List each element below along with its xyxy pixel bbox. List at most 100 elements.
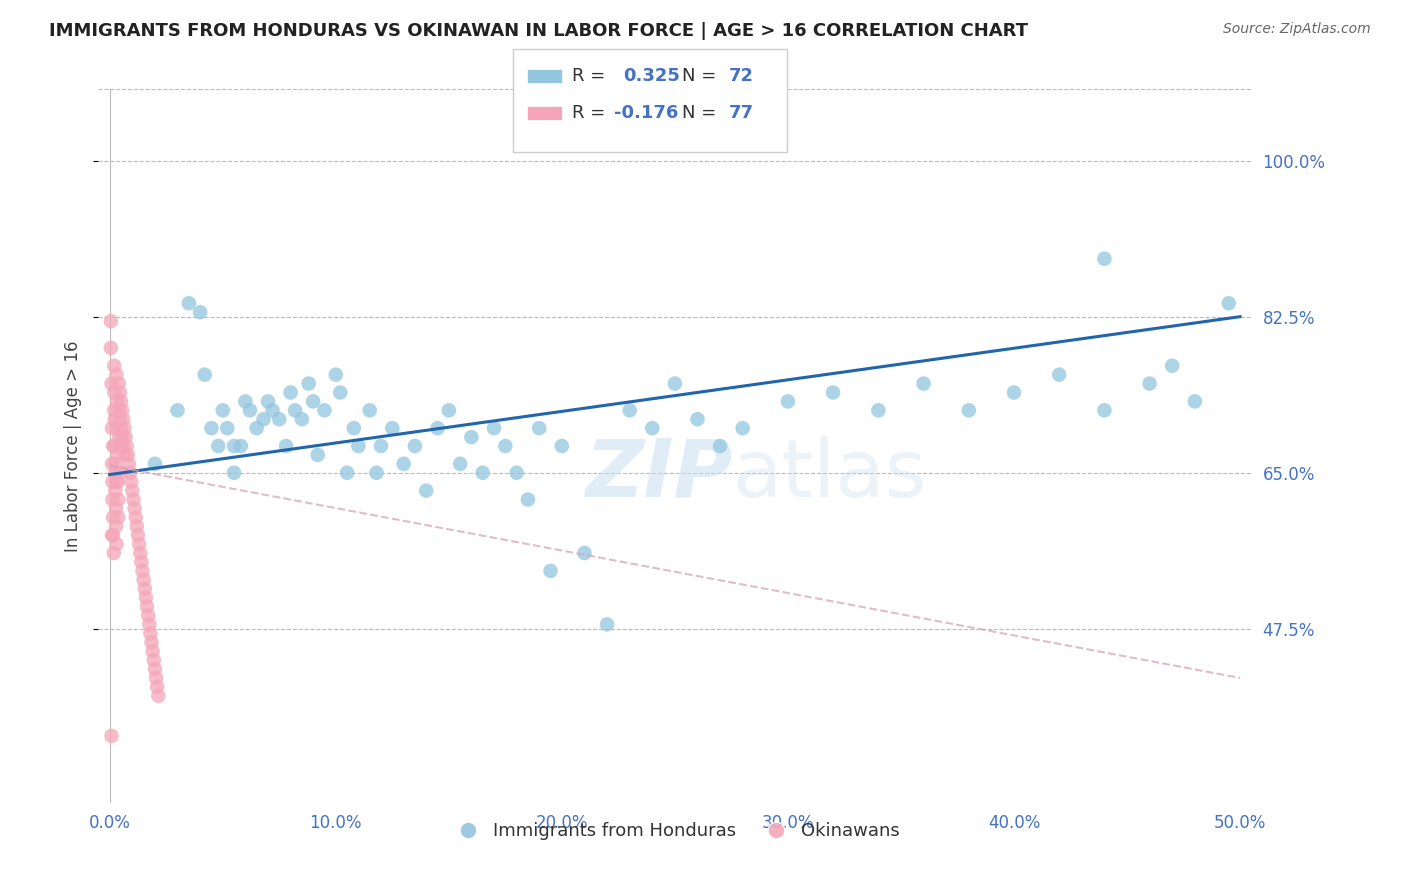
- Point: [1184, 394, 1206, 409]
- Text: 72: 72: [728, 67, 754, 85]
- Point: [868, 403, 890, 417]
- Point: [912, 376, 935, 391]
- Point: [302, 394, 325, 409]
- Point: [298, 376, 321, 391]
- Point: [136, 599, 159, 614]
- Point: [482, 421, 505, 435]
- Point: [1002, 385, 1025, 400]
- Point: [664, 376, 686, 391]
- Point: [516, 492, 538, 507]
- Point: [108, 385, 131, 400]
- Point: [128, 537, 150, 551]
- Point: [596, 617, 619, 632]
- Point: [229, 439, 252, 453]
- Point: [347, 439, 370, 453]
- Point: [121, 483, 143, 498]
- Point: [574, 546, 596, 560]
- Point: [142, 644, 165, 658]
- Point: [957, 403, 980, 417]
- Point: [101, 457, 124, 471]
- Text: R =: R =: [572, 67, 612, 85]
- Point: [148, 689, 170, 703]
- Point: [1092, 403, 1115, 417]
- Point: [280, 385, 302, 400]
- Point: [131, 564, 153, 578]
- Point: [131, 555, 153, 569]
- Point: [291, 412, 314, 426]
- Point: [222, 466, 245, 480]
- Text: 77: 77: [728, 104, 754, 122]
- Text: Source: ZipAtlas.com: Source: ZipAtlas.com: [1223, 22, 1371, 37]
- Point: [104, 457, 127, 471]
- Point: [115, 439, 138, 453]
- Point: [222, 439, 245, 453]
- Point: [269, 412, 291, 426]
- Point: [103, 403, 125, 417]
- Point: [101, 492, 124, 507]
- Point: [1161, 359, 1184, 373]
- Point: [100, 376, 122, 391]
- Point: [314, 403, 336, 417]
- Point: [104, 483, 127, 498]
- Point: [415, 483, 437, 498]
- Point: [143, 662, 166, 676]
- Point: [125, 519, 148, 533]
- Point: [143, 457, 166, 471]
- Point: [776, 394, 799, 409]
- Point: [262, 403, 284, 417]
- Point: [709, 439, 731, 453]
- Point: [104, 466, 127, 480]
- Point: [100, 314, 122, 328]
- Point: [136, 608, 159, 623]
- Point: [257, 394, 280, 409]
- Point: [107, 492, 129, 507]
- Point: [111, 430, 134, 444]
- Point: [118, 457, 141, 471]
- Point: [100, 341, 122, 355]
- Point: [200, 421, 222, 435]
- Point: [540, 564, 562, 578]
- Point: [166, 403, 188, 417]
- Point: [105, 368, 128, 382]
- Point: [471, 466, 494, 480]
- Point: [107, 376, 129, 391]
- Point: [112, 412, 135, 426]
- Point: [134, 582, 156, 596]
- Point: [107, 448, 129, 462]
- Point: [505, 466, 527, 480]
- Point: [177, 296, 200, 310]
- Point: [381, 421, 404, 435]
- Point: [246, 421, 269, 435]
- Point: [107, 510, 129, 524]
- Point: [1218, 296, 1240, 310]
- Point: [325, 368, 347, 382]
- Point: [138, 617, 160, 632]
- Point: [100, 729, 122, 743]
- Text: 0.325: 0.325: [623, 67, 679, 85]
- Point: [110, 466, 132, 480]
- Point: [103, 385, 125, 400]
- Point: [101, 528, 124, 542]
- Point: [731, 421, 754, 435]
- Point: [307, 448, 329, 462]
- Point: [114, 430, 136, 444]
- Point: [145, 671, 167, 685]
- Point: [252, 412, 274, 426]
- Point: [124, 501, 146, 516]
- Legend: Immigrants from Honduras, Okinawans: Immigrants from Honduras, Okinawans: [443, 815, 907, 847]
- Point: [211, 403, 233, 417]
- Point: [105, 394, 128, 409]
- Point: [101, 510, 124, 524]
- Point: [370, 439, 392, 453]
- Point: [284, 403, 307, 417]
- Point: [437, 403, 460, 417]
- Point: [1047, 368, 1070, 382]
- Point: [104, 439, 127, 453]
- Point: [207, 439, 229, 453]
- Text: -0.176: -0.176: [614, 104, 679, 122]
- Point: [105, 475, 128, 489]
- Point: [110, 421, 132, 435]
- Point: [366, 466, 388, 480]
- Point: [120, 466, 142, 480]
- Point: [105, 501, 128, 516]
